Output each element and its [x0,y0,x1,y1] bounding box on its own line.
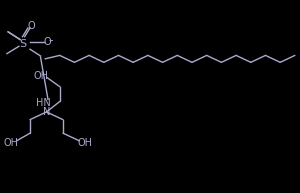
Text: HN: HN [36,98,51,108]
Text: OH: OH [77,138,92,148]
Text: S: S [19,39,26,49]
Text: N: N [43,107,50,117]
Text: OH: OH [4,138,19,148]
Text: OH: OH [34,71,49,81]
Text: O: O [28,21,35,31]
Text: -: - [49,34,53,47]
Text: O: O [43,37,51,47]
